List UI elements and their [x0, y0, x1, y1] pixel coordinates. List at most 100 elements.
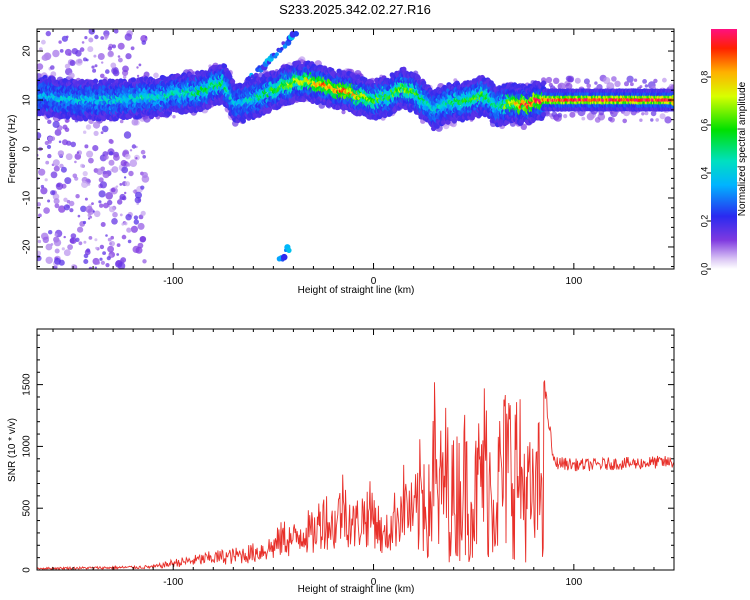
spectral-noise-cell	[125, 53, 132, 60]
spectral-noise-cell	[96, 168, 103, 176]
spectral-halo-cell	[639, 118, 643, 122]
spectral-noise-cell	[45, 243, 53, 251]
spectral-noise-cell	[52, 159, 60, 167]
spectral-noise-cell	[110, 62, 117, 69]
spectral-noise-cell	[140, 210, 146, 216]
spectrogram-plot	[37, 29, 674, 269]
spectral-noise-cell	[109, 242, 112, 246]
spectral-noise-cell	[107, 245, 114, 253]
spectral-ridge-cell	[93, 78, 99, 84]
spectral-noise-cell	[105, 69, 110, 74]
spectral-noise-cell	[37, 239, 42, 244]
spectral-noise-cell	[120, 257, 127, 263]
spectral-noise-cell	[85, 205, 93, 213]
spectral-noise-cell	[92, 210, 96, 213]
spectral-noise-cell	[69, 60, 76, 66]
spectral-noise-cell	[140, 185, 145, 190]
spectral-halo-cell	[633, 78, 638, 82]
spectral-ridge-cell	[451, 118, 457, 124]
spectral-noise-cell	[84, 36, 88, 40]
spectral-noise-cell	[98, 177, 104, 183]
spectral-halo-cell	[611, 76, 617, 82]
spectral-noise-cell	[85, 58, 89, 62]
spectral-noise-cell	[47, 119, 52, 125]
spectral-noise-cell	[84, 144, 89, 149]
spectral-noise-cell	[64, 63, 70, 69]
spectral-noise-cell	[82, 165, 85, 168]
spectral-noise-cell	[38, 47, 43, 51]
spectral-noise-cell	[38, 168, 46, 176]
spectral-halo-cell	[192, 71, 196, 75]
spectral-noise-cell	[98, 190, 106, 198]
spectral-noise-cell	[112, 44, 116, 49]
spectral-halo-cell	[520, 123, 527, 130]
spectral-noise-cell	[123, 221, 128, 226]
spectral-noise-cell	[71, 264, 77, 269]
spectral-noise-cell	[47, 136, 53, 142]
spectral-halo-cell	[569, 111, 576, 118]
spectral-noise-cell	[108, 206, 116, 213]
spectral-noise-cell	[76, 151, 80, 154]
spectral-noise-cell	[113, 69, 120, 77]
spectral-halo-cell	[586, 83, 591, 88]
spectral-noise-cell	[40, 187, 48, 195]
spectral-branch-cell	[282, 44, 288, 49]
spectral-halo-cell	[626, 75, 634, 83]
spectral-noise-cell	[117, 55, 121, 58]
spectral-noise-cell	[62, 124, 68, 130]
spectral-noise-cell	[45, 30, 51, 37]
spectral-noise-cell	[123, 75, 127, 79]
spectral-noise-cell	[41, 54, 49, 61]
spectral-noise-cell	[81, 41, 85, 44]
spectral-noise-cell	[65, 153, 73, 161]
spectral-noise-cell	[99, 181, 107, 189]
spectral-noise-cell	[50, 243, 54, 246]
spectral-noise-cell	[100, 131, 104, 135]
spectral-noise-cell	[120, 159, 128, 167]
spectral-noise-cell	[131, 118, 139, 126]
spectral-noise-cell	[63, 249, 71, 257]
spectral-noise-cell	[100, 260, 105, 265]
spectral-branch-cell	[275, 52, 279, 56]
spectral-noise-cell	[81, 181, 89, 188]
spectral-halo-cell	[639, 85, 643, 89]
spectral-noise-cell	[126, 227, 132, 233]
spectral-noise-cell	[91, 202, 94, 206]
spectral-noise-cell	[87, 217, 91, 220]
spectral-noise-cell	[104, 173, 109, 178]
spectral-halo-cell	[341, 110, 346, 115]
spectral-noise-cell	[138, 63, 142, 67]
spectral-ridge-cell	[221, 63, 228, 69]
spectral-halo-cell	[603, 77, 611, 85]
spectral-noise-cell	[125, 153, 131, 160]
spectral-branch-cell	[280, 253, 288, 261]
spectral-noise-cell	[133, 219, 139, 225]
spectral-noise-cell	[72, 173, 78, 179]
spectral-noise-cell	[105, 263, 110, 268]
spectral-noise-cell	[142, 155, 146, 159]
spectral-ridge-cell	[130, 77, 137, 83]
spectral-noise-cell	[136, 74, 140, 78]
spectral-halo-cell	[664, 116, 672, 124]
spectral-noise-cell	[46, 144, 52, 149]
spectral-noise-cell	[57, 150, 65, 157]
spectral-noise-cell	[93, 210, 101, 218]
spectral-noise-cell	[75, 237, 80, 242]
spectral-noise-cell	[69, 200, 75, 207]
spectral-noise-cell	[103, 202, 109, 209]
spectral-noise-cell	[69, 208, 74, 213]
spectral-noise-cell	[77, 58, 83, 64]
spectral-noise-cell	[77, 214, 81, 218]
spectral-noise-cell	[108, 159, 115, 166]
spectral-halo-cell	[659, 113, 666, 120]
spectral-noise-cell	[91, 65, 95, 69]
spectral-noise-cell	[121, 166, 129, 174]
spectral-halo-cell	[565, 82, 573, 90]
spectral-noise-cell	[83, 130, 87, 134]
spectral-noise-cell	[43, 207, 50, 214]
spectral-noise-cell	[107, 46, 113, 51]
spectral-noise-cell	[84, 197, 88, 201]
figure-title: S233.2025.342.02.27.R16	[279, 2, 431, 17]
spectral-noise-cell	[140, 35, 148, 43]
spectral-halo-cell	[630, 82, 634, 87]
